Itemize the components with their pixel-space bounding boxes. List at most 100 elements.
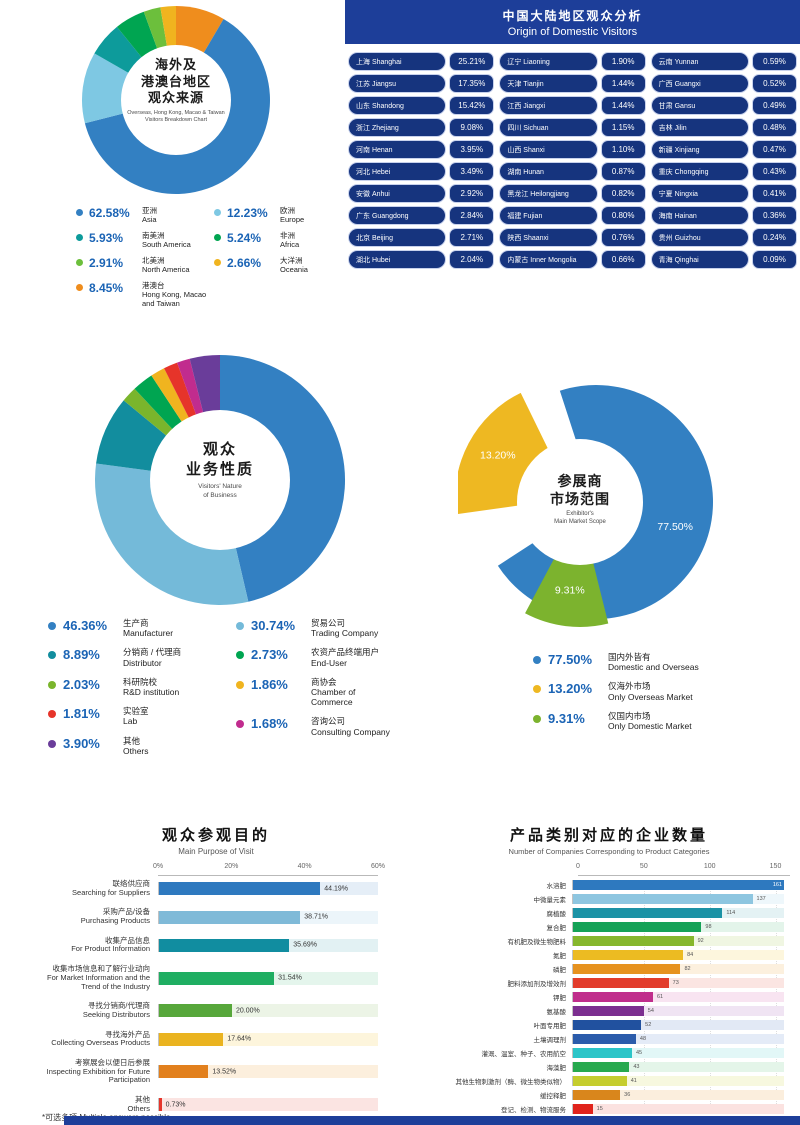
legend-label-zh: 非洲 — [280, 231, 295, 240]
province-row: 陕西 Shaanxi 0.76% — [499, 228, 646, 247]
legend-column: 77.50% 国内外皆有 Domestic and Overseas 13.20% 仅海… — [533, 652, 763, 740]
legend-item: 9.31% 仅国内市场 Only Domestic Market — [533, 711, 763, 731]
province-percent-chip: 0.80% — [600, 206, 646, 225]
bar-row-label-en: For Product Information — [71, 944, 150, 954]
bar-value: 98 — [705, 924, 712, 930]
axis-tick-label: 0% — [152, 863, 164, 870]
pie-center-hole — [121, 45, 231, 155]
pie-slice-label: 77.50% — [657, 521, 693, 533]
bar-value: 54 — [647, 1008, 654, 1014]
bar-track: 61 — [572, 992, 784, 1002]
product-categories-axis: 0 50 100 150 — [576, 863, 790, 876]
product-categories-title-en: Number of Companies Corresponding to Pro… — [508, 847, 710, 856]
legend-label: 分销商 / 代理商 Distributor — [123, 647, 181, 667]
legend-dot — [236, 720, 244, 729]
province-percent-chip: 2.04% — [449, 250, 495, 269]
bar-value: 15 — [596, 1106, 603, 1112]
domestic-panel-title-en: Origin of Domestic Visitors — [507, 25, 638, 38]
legend-dot — [236, 680, 244, 689]
province-row: 甘肃 Gansu 0.49% — [650, 96, 797, 115]
bar-fill — [159, 1032, 224, 1046]
province-row: 河北 Hebei 3.49% — [348, 162, 495, 181]
province-row: 青海 Qinghai 0.09% — [650, 250, 797, 269]
legend-label-en: Consulting Company — [311, 726, 390, 737]
bar-fill — [573, 978, 669, 988]
bar-track: 84 — [572, 950, 784, 960]
bar-row-label: 腐植酸 — [420, 908, 572, 918]
legend-label-en: Manufacturer — [123, 628, 174, 639]
footer-strip — [64, 1116, 800, 1125]
pie-slice-label: 9.31% — [555, 584, 585, 596]
bar-row-label: 寻找海外产品 Collecting Overseas Products — [40, 1030, 158, 1048]
province-row: 山东 Shandong 15.42% — [348, 96, 495, 115]
legend-dot — [214, 209, 221, 216]
bar-track: 54 — [572, 1006, 784, 1016]
bar-row-label: 考察展会以便日后参展 Inspecting Exhibition for Futu… — [40, 1057, 158, 1085]
legend-label-zh: 北美洲 — [142, 256, 165, 265]
bar-row-label: 收集产品信息 For Product Information — [40, 936, 158, 954]
bar-fill — [573, 1048, 632, 1058]
legend-label-zh: 其他 — [123, 735, 141, 746]
legend-label-en: South America — [142, 240, 191, 249]
legend-dot — [48, 622, 56, 630]
province-name-pill: 湖北 Hubei — [348, 250, 447, 269]
province-percent-chip: 1.15% — [600, 118, 646, 137]
legend-item: 30.74% 贸易公司 Trading Company — [236, 618, 396, 638]
province-percent-chip: 0.87% — [600, 162, 646, 181]
bar-row: 腐植酸 114 — [420, 908, 798, 918]
legend-label-zh: 港澳台 — [142, 281, 165, 290]
bar-track: 20.00% — [158, 1004, 378, 1018]
bar-row-label-en: Seeking Distributors — [82, 1009, 150, 1019]
domestic-visitors-panel: 中国大陆地区观众分析 Origin of Domestic Visitors 上… — [345, 0, 800, 288]
legend-label-zh: 仅海外市场 — [608, 681, 651, 692]
legend-label: 亚洲 Asia — [142, 206, 157, 224]
bar-row-label: 复合肥 — [420, 922, 572, 932]
legend-item: 1.86% 商协会 Chamber of Commerce — [236, 677, 396, 708]
bar-fill — [573, 880, 784, 890]
legend-label: 欧洲 Europe — [280, 206, 304, 224]
bar-fill — [159, 938, 290, 952]
bar-value: 137 — [756, 896, 766, 902]
bar-row-label-en: Collecting Overseas Products — [51, 1038, 150, 1048]
province-name-pill: 福建 Fujian — [499, 206, 598, 225]
bar-row-label: 氮肥 — [420, 950, 572, 960]
bar-row-label-zh: 钾肥 — [553, 995, 566, 1002]
legend-label-en: North America — [142, 265, 190, 274]
legend-percent: 2.73% — [251, 647, 288, 663]
bar-row-label-en: Inspecting Exhibition for Future Partici… — [46, 1066, 150, 1085]
product-categories-rows: 水溶肥 161 中微量元素 137 腐植酸 114 复合肥 98 有机肥及微生物肥料 92 氮肥 84… — [420, 880, 798, 1114]
bar-value: 38.71% — [304, 913, 329, 921]
province-name-pill: 广东 Guangdong — [348, 206, 447, 225]
legend-label-zh: 分销商 / 代理商 — [123, 647, 182, 658]
province-row: 贵州 Guizhou 0.24% — [650, 228, 797, 247]
province-name-pill: 青海 Qinghai — [650, 250, 749, 269]
bar-row: 水溶肥 161 — [420, 880, 798, 890]
bar-value: 20.00% — [235, 1007, 260, 1015]
axis-tick-label: 50 — [639, 863, 648, 870]
bar-row: 采购产品/设备 Purchasing Products 38.71% — [40, 908, 392, 925]
legend-percent: 12.23% — [227, 206, 268, 220]
bar-row-label-zh: 复合肥 — [546, 925, 567, 932]
bar-value: 61 — [656, 994, 664, 1000]
bar-row-label: 海藻肥 — [420, 1062, 572, 1072]
legend-column: 62.58% 亚洲 Asia 5.93% 南美洲 South America 2.91% 北美… — [76, 206, 214, 315]
legend-label-zh: 农资产品终端用户 — [311, 647, 380, 658]
province-row: 湖北 Hubei 2.04% — [348, 250, 495, 269]
bar-track: 35.69% — [158, 938, 378, 952]
product-categories-bar-chart: 产品类别对应的企业数量 Number of Companies Correspo… — [420, 824, 798, 1118]
legend-item: 77.50% 国内外皆有 Domestic and Overseas — [533, 652, 763, 672]
province-percent-chip: 0.47% — [751, 140, 797, 159]
bar-track: 0.73% — [158, 1098, 378, 1112]
pie-slice-1 — [525, 510, 609, 627]
legend-column: 30.74% 贸易公司 Trading Company 2.73% 农资产品终端用户 En… — [236, 618, 396, 746]
province-percent-chip: 3.95% — [449, 140, 495, 159]
bar-fill — [573, 894, 753, 904]
bar-row-label-zh: 收集市场信息和了解行业动向 — [52, 964, 151, 974]
bar-row-label-zh: 考察展会以便日后参展 — [75, 1057, 150, 1067]
province-row: 吉林 Jilin 0.48% — [650, 118, 797, 137]
bar-row: 登记、检测、物流服务 15 — [420, 1104, 798, 1114]
bar-track: 38.71% — [158, 910, 378, 924]
legend-item: 12.23% 欧洲 Europe — [214, 206, 334, 224]
legend-label-en: Domestic and Overseas — [608, 662, 699, 673]
bar-fill — [159, 1098, 162, 1112]
